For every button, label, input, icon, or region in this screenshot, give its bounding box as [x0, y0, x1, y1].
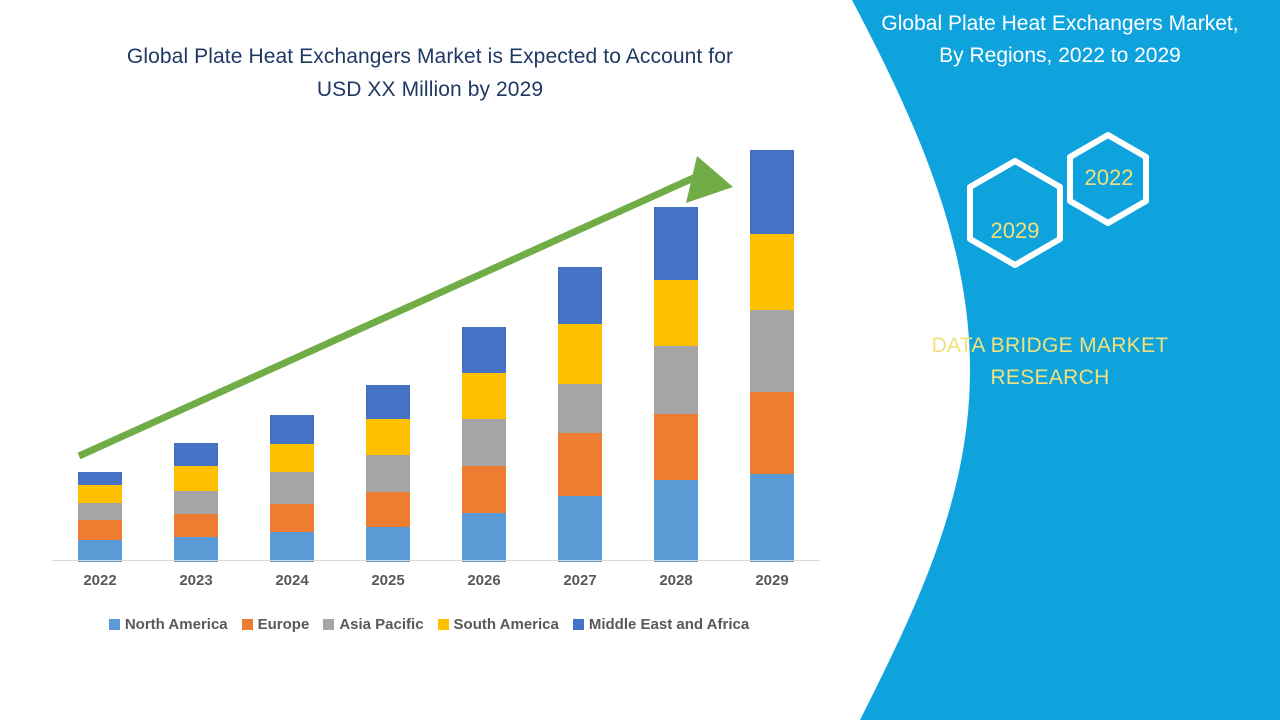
bar-segment — [750, 474, 794, 562]
chart-title: Global Plate Heat Exchangers Market is E… — [40, 40, 820, 106]
bar-segment — [558, 496, 602, 562]
x-axis-label: 2027 — [563, 572, 597, 589]
bar-group — [654, 207, 698, 562]
x-axis-label: 2023 — [179, 572, 213, 589]
bar-segment — [174, 536, 218, 562]
bar-segment — [750, 150, 794, 235]
x-axis-label: 2022 — [83, 572, 117, 589]
bar-segment — [750, 310, 794, 393]
chart-title-line-2: USD XX Million by 2029 — [316, 78, 544, 101]
bar-segment — [558, 267, 602, 325]
legend-label: Europe — [257, 616, 310, 633]
legend-item[interactable]: North America — [108, 616, 228, 633]
brand-panel-content: Global Plate Heat Exchangers Market, By … — [820, 0, 1280, 720]
legend-item[interactable]: Asia Pacific — [323, 616, 424, 633]
brand-panel-title-line-2: By Regions, 2022 to 2029 — [939, 44, 1181, 67]
bar-segment — [270, 532, 314, 562]
bar-segment — [750, 392, 794, 475]
brand-name: DATA BRIDGE MARKET RESEARCH — [850, 330, 1250, 394]
hexagon-label-2029: 2029 — [990, 218, 1040, 243]
legend-swatch-icon — [241, 619, 253, 630]
legend-swatch-icon — [572, 619, 584, 630]
brand-panel-background-shape — [852, 0, 1280, 720]
bar-group — [462, 327, 506, 562]
bar-segment — [78, 520, 122, 541]
bar-segment — [174, 490, 218, 514]
bar-group — [366, 384, 410, 562]
bar-segment — [654, 479, 698, 562]
bar-segment — [174, 443, 218, 467]
bar-segment — [558, 324, 602, 385]
bar-segment — [366, 454, 410, 492]
bar-segment — [462, 465, 506, 513]
bar-segment — [558, 432, 602, 497]
bar-segment — [270, 503, 314, 533]
legend-label: South America — [453, 616, 559, 633]
bar-segment — [750, 234, 794, 311]
bar-segment — [654, 279, 698, 346]
bar-segment — [270, 472, 314, 504]
bar-group — [174, 443, 218, 562]
brand-name-line-2: RESEARCH — [990, 366, 1110, 389]
chart-title-line-1: Global Plate Heat Exchangers Market is E… — [126, 45, 734, 68]
x-axis-label: 2025 — [371, 572, 405, 589]
bar-group — [78, 471, 122, 562]
chart-baseline — [52, 560, 820, 561]
bar-segment — [366, 491, 410, 527]
hexagon-badge-group: 2029 2022 — [950, 125, 1170, 290]
hexagon-outlines-icon — [967, 132, 1149, 268]
brand-panel: Global Plate Heat Exchangers Market, By … — [820, 0, 1280, 720]
bar-segment — [270, 443, 314, 473]
x-axis-label: 2026 — [467, 572, 501, 589]
bar-segment — [462, 512, 506, 562]
legend-label: North America — [124, 616, 228, 633]
legend-item[interactable]: South America — [437, 616, 559, 633]
bar-segment — [654, 207, 698, 280]
stacked-bar-plot-area — [52, 150, 820, 562]
bar-group — [558, 267, 602, 562]
bar-segment — [366, 384, 410, 419]
brand-name-line-1: DATA BRIDGE MARKET — [931, 334, 1169, 357]
brand-panel-title-line-1: Global Plate Heat Exchangers Market, — [881, 12, 1239, 35]
bar-group — [270, 415, 314, 562]
chart-legend: North America Europe Asia Pacific South Ame… — [52, 616, 820, 633]
bar-segment — [366, 526, 410, 562]
bar-segment — [78, 471, 122, 485]
bar-segment — [462, 327, 506, 374]
legend-item[interactable]: Europe — [241, 616, 310, 633]
bar-segment — [654, 345, 698, 414]
bar-segment — [174, 466, 218, 491]
bar-segment — [366, 418, 410, 455]
legend-swatch-icon — [437, 619, 449, 630]
x-axis-label: 2024 — [275, 572, 309, 589]
hexagon-label-2022: 2022 — [1084, 165, 1134, 190]
chart-panel: Global Plate Heat Exchangers Market is E… — [40, 40, 820, 633]
legend-swatch-icon — [323, 619, 335, 630]
legend-label: Asia Pacific — [339, 616, 424, 633]
bar-group — [750, 150, 794, 562]
bar-segment — [78, 485, 122, 503]
bar-segment — [462, 419, 506, 466]
brand-panel-title: Global Plate Heat Exchangers Market, By … — [840, 8, 1280, 72]
x-axis-tick-labels: 2022 2023 2024 2025 2026 2027 2028 2029 — [52, 572, 820, 600]
bar-segment — [558, 384, 602, 433]
x-axis-label: 2028 — [659, 572, 693, 589]
bar-segment — [78, 540, 122, 562]
bar-segment — [654, 413, 698, 480]
bar-segment — [270, 415, 314, 444]
bar-segment — [174, 513, 218, 537]
bar-segment — [462, 373, 506, 420]
legend-item[interactable]: Middle East and Africa — [572, 616, 750, 633]
legend-label: Middle East and Africa — [588, 616, 750, 633]
legend-swatch-icon — [108, 619, 120, 630]
x-axis-label: 2029 — [755, 572, 789, 589]
bar-segment — [78, 502, 122, 521]
